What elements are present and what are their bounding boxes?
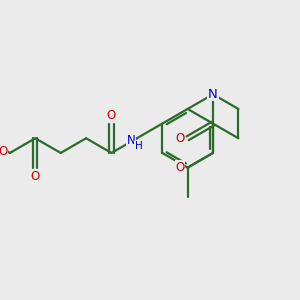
- Text: O: O: [107, 109, 116, 122]
- Text: N: N: [208, 88, 218, 101]
- Text: O: O: [0, 146, 8, 158]
- Text: O: O: [175, 132, 184, 145]
- Text: H: H: [135, 141, 143, 151]
- Text: O: O: [31, 170, 40, 183]
- Text: O: O: [175, 161, 184, 174]
- Text: N: N: [127, 134, 135, 147]
